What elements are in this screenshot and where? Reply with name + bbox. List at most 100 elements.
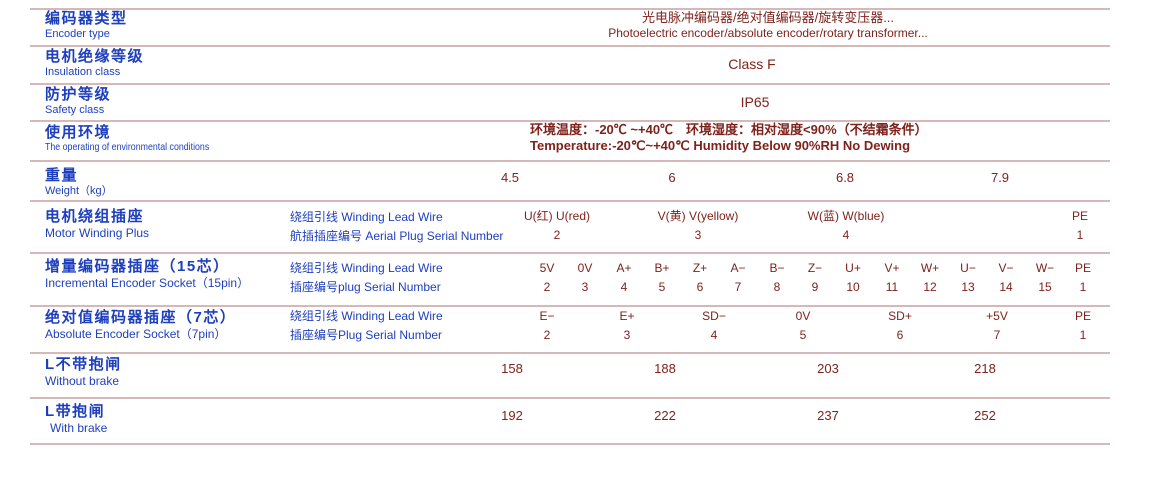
row-divider (30, 352, 1110, 354)
insulation-label-en: Insulation class (45, 66, 121, 78)
with-brake-label-zh: L带抱闸 (45, 403, 106, 420)
pin-label: A+ (616, 261, 632, 275)
encoder-type-label-zh: 编码器类型 (45, 10, 128, 27)
row-divider (30, 45, 1110, 47)
pin-label: U+ (845, 261, 861, 275)
pin-number: 2 (543, 280, 551, 294)
row-divider (30, 252, 1110, 254)
row-divider (30, 160, 1110, 162)
pin-number: 13 (961, 280, 975, 294)
pin-label: U− (960, 261, 976, 275)
encoder-type-label-en: Encoder type (45, 28, 110, 40)
pin-number: 3 (623, 328, 631, 342)
pin-label: Z+ (692, 261, 708, 275)
pin-label: PE (1074, 261, 1092, 275)
row-divider (30, 83, 1110, 85)
pin-number: 11 (885, 280, 899, 294)
pin-number: 5 (799, 328, 807, 342)
pin-number: 15 (1038, 280, 1052, 294)
row-without-brake: L不带抱闸 Without brake 158 188 203 218 (0, 352, 1152, 397)
pin-number: 14 (999, 280, 1013, 294)
weight-value: 6 (668, 170, 676, 185)
pin-number: 1 (1079, 328, 1087, 342)
pin-label: E− (539, 309, 555, 323)
pin-label: W− (1035, 261, 1055, 275)
pin-label: V(黄) V(yellow) (657, 209, 739, 223)
absolute-label-zh: 绝对值编码器插座（7芯） (45, 309, 237, 326)
pin-label: W+ (920, 261, 940, 275)
pin-number: 6 (896, 328, 904, 342)
pin-label: SD− (702, 309, 726, 323)
pin-number: 5 (658, 280, 666, 294)
weight-value: 4.5 (500, 170, 520, 185)
pin-number: 6 (696, 280, 704, 294)
absolute-label-en: Absolute Encoder Socket（7pin） (45, 327, 227, 341)
pin-number: 10 (846, 280, 860, 294)
pin-label: A− (730, 261, 746, 275)
without-brake-label-en: Without brake (45, 374, 120, 388)
pin-number: 7 (993, 328, 1001, 342)
pin-label: V+ (884, 261, 900, 275)
length-value: 158 (501, 361, 523, 376)
pin-label: B− (769, 261, 785, 275)
pin-label: W(蓝) W(blue) (807, 209, 885, 223)
motor-winding-label-zh: 电机绕组插座 (45, 208, 145, 225)
pin-number: 8 (773, 280, 781, 294)
motor-winding-label-en: Motor Winding Plus (45, 226, 150, 240)
pin-label: PE (1071, 209, 1089, 223)
environment-value-zh: 环境温度：-20℃ ~+40℃ 环境湿度：相对湿度<90%（不结霜条件） (530, 122, 928, 137)
environment-value-en: Temperature:-20℃~+40℃ Humidity Below 90%… (530, 138, 911, 153)
row-weight: 重量 Weight（kg） 4.5 6 6.8 7.9 (0, 160, 1152, 200)
pin-number: 12 (923, 280, 937, 294)
length-value: 237 (817, 408, 839, 423)
row-insulation-class: 电机绝缘等级 Insulation class Class F (0, 45, 1152, 83)
safety-value: IP65 (740, 94, 770, 110)
row-absolute-encoder: 绝对值编码器插座（7芯） Absolute Encoder Socket（7pi… (0, 305, 1152, 352)
pin-label: 0V (577, 261, 593, 275)
pin-label: B+ (654, 261, 670, 275)
row-divider (30, 397, 1110, 399)
pin-label: V− (998, 261, 1014, 275)
length-value: 222 (654, 408, 676, 423)
pin-label: Z− (807, 261, 823, 275)
weight-value: 7.9 (990, 170, 1010, 185)
weight-value: 6.8 (835, 170, 855, 185)
pin-label: PE (1074, 309, 1092, 323)
length-value: 188 (654, 361, 676, 376)
pin-number: 1 (1076, 228, 1084, 242)
motor-winding-midline-2: 航插插座编号 Aerial Plug Serial Number (290, 229, 504, 243)
row-incremental-encoder: 增量编码器插座（15芯） Incremental Encoder Socket（… (0, 252, 1152, 305)
weight-label-en: Weight（kg） (45, 185, 113, 197)
length-value: 218 (974, 361, 996, 376)
safety-label-en: Safety class (45, 104, 105, 116)
row-motor-winding: 电机绕组插座 Motor Winding Plus 绕组引线 Winding L… (0, 200, 1152, 252)
row-environment: 使用环境 The operating of environmental cond… (0, 120, 1152, 160)
row-divider (30, 200, 1110, 202)
incremental-label-en: Incremental Encoder Socket（15pin） (45, 276, 250, 290)
pin-number: 4 (620, 280, 628, 294)
pin-number: 2 (553, 228, 561, 242)
weight-label-zh: 重量 (45, 167, 79, 184)
environment-label-zh: 使用环境 (45, 124, 112, 141)
pin-number: 4 (842, 228, 850, 242)
motor-winding-midline-1: 绕组引线 Winding Lead Wire (290, 210, 443, 224)
encoder-type-value-en: Photoelectric encoder/absolute encoder/r… (608, 26, 928, 40)
row-encoder-type: 编码器类型 Encoder type 光电脉冲编码器/绝对值编码器/旋转变压器.… (0, 8, 1152, 45)
pin-label: SD+ (888, 309, 912, 323)
insulation-label-zh: 电机绝缘等级 (45, 48, 145, 65)
length-value: 203 (817, 361, 839, 376)
length-value: 192 (501, 408, 523, 423)
pin-number: 9 (811, 280, 819, 294)
environment-label-en: The operating of environmental condition… (45, 141, 210, 153)
absolute-midline-1: 绕组引线 Winding Lead Wire (290, 309, 443, 323)
length-value: 252 (974, 408, 996, 423)
insulation-value: Class F (728, 56, 776, 72)
pin-label: +5V (986, 309, 1008, 323)
encoder-type-value-zh: 光电脉冲编码器/绝对值编码器/旋转变压器... (641, 10, 895, 25)
pin-label: E+ (619, 309, 635, 323)
row-safety-class: 防护等级 Safety class IP65 (0, 83, 1152, 120)
pin-number: 4 (710, 328, 718, 342)
pin-number: 3 (581, 280, 589, 294)
pin-number: 7 (734, 280, 742, 294)
